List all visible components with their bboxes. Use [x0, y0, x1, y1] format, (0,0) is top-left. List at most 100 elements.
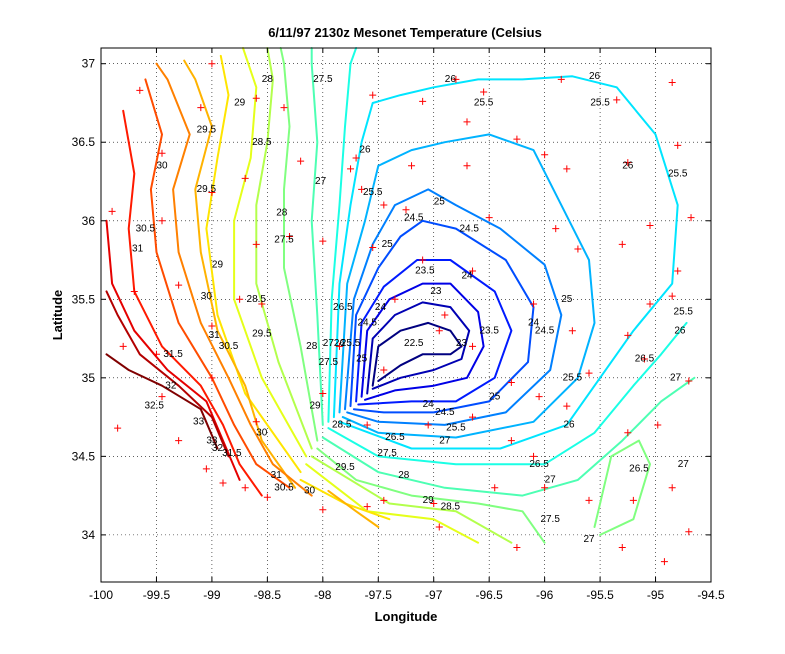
station-marker [252, 240, 260, 248]
contour-line [593, 439, 651, 536]
contour-label: 25.5 [474, 98, 494, 109]
station-marker [319, 506, 327, 514]
station-marker [363, 503, 371, 511]
station-marker [419, 256, 427, 264]
contour-label: 32.5 [145, 401, 165, 412]
station-marker [380, 496, 388, 504]
station-marker [507, 437, 515, 445]
contour-label: 24.5 [404, 212, 424, 223]
contour-label: 24 [528, 317, 540, 328]
contour-line [327, 47, 358, 423]
station-marker [402, 206, 410, 214]
station-marker [624, 159, 632, 167]
contour-label: 27.5 [319, 357, 339, 368]
contour-label: 27 [439, 435, 451, 446]
contour-label: 29.5 [197, 124, 217, 135]
contour-label: 24.5 [435, 407, 455, 418]
station-marker [297, 157, 305, 165]
contour-label: 30 [156, 160, 168, 171]
contour-label: 30.5 [219, 341, 239, 352]
y-tick-label: 37 [82, 57, 96, 71]
contour-label: 27.5 [274, 234, 294, 245]
contour-label: 29 [234, 98, 246, 109]
station-marker [618, 240, 626, 248]
station-marker [535, 393, 543, 401]
contour-label: 28 [276, 208, 288, 219]
contour-label: 25.5 [674, 306, 694, 317]
contour-line [371, 321, 463, 387]
y-axis-label: Latitude [50, 290, 65, 341]
station-marker [208, 188, 216, 196]
station-marker [263, 493, 271, 501]
contour-label: 24.5 [535, 325, 555, 336]
station-marker [435, 523, 443, 531]
contour-label: 23.5 [479, 325, 499, 336]
axes-frame [100, 47, 712, 583]
station-marker [358, 185, 366, 193]
contour-label: 33 [206, 435, 218, 446]
y-tick-label: 34 [82, 528, 96, 542]
station-marker [108, 207, 116, 215]
station-marker [674, 267, 682, 275]
station-marker [130, 287, 138, 295]
contour-lines [105, 47, 696, 544]
station-marker [286, 232, 294, 240]
station-marker [419, 97, 427, 105]
contour-label: 23.5 [415, 266, 435, 277]
x-tick-label: -98.5 [254, 588, 282, 602]
x-tick-label: -100 [89, 588, 113, 602]
contour-label: 25 [561, 294, 573, 305]
station-marker [485, 214, 493, 222]
station-marker [119, 342, 127, 350]
contour-line [338, 133, 596, 439]
station-marker [158, 149, 166, 157]
contour-label: 32 [212, 443, 224, 454]
x-tick-label: -97 [425, 588, 443, 602]
axes-background [101, 48, 711, 582]
y-tick-label: 36 [82, 214, 96, 228]
contour-label: 25 [434, 197, 446, 208]
axis-ticks: -100 -99.5 -99 -98.5 -98 -97.5 -97 -96.5 -96 -95.… [72, 48, 725, 602]
contour-label: 28 [306, 341, 318, 352]
station-marker [347, 165, 355, 173]
contour-label: 31 [209, 330, 221, 341]
contour-line [310, 455, 513, 544]
station-marker [435, 327, 443, 335]
station-marker [391, 295, 399, 303]
station-marker [380, 201, 388, 209]
contour-line [105, 353, 219, 450]
contour-label: 30 [256, 427, 268, 438]
station-marker [563, 165, 571, 173]
contour-label: 24.5 [357, 317, 377, 328]
contour-label: 28.5 [332, 420, 352, 431]
station-marker [469, 342, 477, 350]
contour-label: 29 [212, 259, 224, 270]
contour-label: 26.5 [529, 459, 549, 470]
contour-label: 26 [445, 74, 457, 85]
chart-title: 6/11/97 2130z Mesonet Temperature (Celsi… [268, 25, 542, 40]
contour-labels: 22.5232323.523.52424242424.524.524.524.5… [132, 71, 693, 545]
contour-label: 26 [359, 145, 371, 156]
x-tick-label: -95.5 [586, 588, 614, 602]
contour-line [321, 376, 696, 497]
station-marker [114, 424, 122, 432]
station-marker [352, 154, 360, 162]
contour-line [205, 54, 302, 474]
contour-label: 25.5 [563, 372, 583, 383]
station-marker [613, 96, 621, 104]
x-axis-label: Longitude [375, 609, 438, 624]
x-tick-label: -97.5 [365, 588, 393, 602]
contour-line [155, 62, 313, 497]
contour-label: 27 [545, 475, 557, 486]
contour-label: 22.5 [404, 338, 424, 349]
station-marker [175, 437, 183, 445]
station-marker [646, 300, 654, 308]
x-tick-label: -95 [647, 588, 665, 602]
x-tick-label: -96 [536, 588, 554, 602]
station-marker [158, 217, 166, 225]
station-marker [158, 393, 166, 401]
station-marker [513, 135, 521, 143]
x-tick-label: -99.5 [143, 588, 171, 602]
contour-label: 25.5 [446, 423, 466, 434]
station-marker [208, 322, 216, 330]
